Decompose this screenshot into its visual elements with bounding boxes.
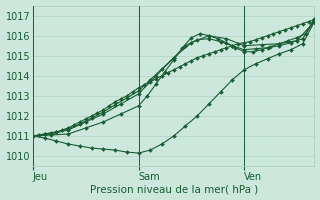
X-axis label: Pression niveau de la mer( hPa ): Pression niveau de la mer( hPa ) [90, 184, 258, 194]
